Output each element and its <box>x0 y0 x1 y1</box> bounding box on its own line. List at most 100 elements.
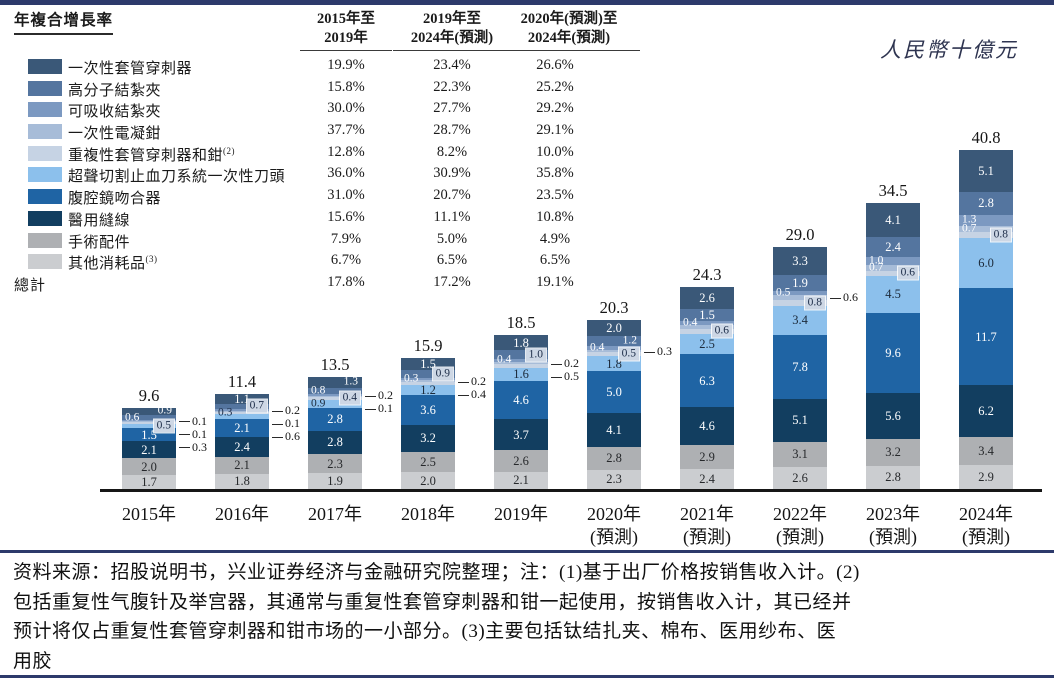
segment-label: 1.3 <box>343 375 358 388</box>
segment-label: 0.3 <box>218 406 233 419</box>
bar-segment: 0.5 <box>773 286 827 298</box>
segment-label: 4.6 <box>513 393 529 408</box>
cagr-value: 15.6% <box>327 208 365 225</box>
bar-segment: 2.0 <box>122 458 176 475</box>
bar-segment: 4.5 <box>866 275 920 313</box>
callout-value: 0.5 <box>564 368 579 383</box>
segment-label: 0.4 <box>683 316 698 329</box>
bar-segment: 0.5 <box>587 347 641 361</box>
legend-row: 一次性套管穿刺器 19.9% 23.4% 26.6% <box>14 56 664 78</box>
segment-label: 6.3 <box>699 373 715 388</box>
callout-label: 0.4 <box>458 387 486 402</box>
segment-label: 1.5 <box>141 427 157 442</box>
segment-label: 1.9 <box>792 275 808 290</box>
callout-label: 0.1 <box>179 414 207 429</box>
segment-label: 3.4 <box>792 313 808 328</box>
cagr-value: 36.0% <box>327 165 365 182</box>
x-axis-label: 2020年 <box>587 504 641 524</box>
segment-label: 5.1 <box>978 163 994 178</box>
callout-label: 0.6 <box>272 429 300 444</box>
callout-line <box>179 434 190 436</box>
legend-label: 醫用縫線 <box>68 212 131 229</box>
x-axis-label: 2018年 <box>401 504 455 524</box>
cagr-value: 28.7% <box>433 122 471 139</box>
bar-segment: 7.8 <box>773 334 827 400</box>
callout-line <box>272 436 283 438</box>
segment-label: 6.0 <box>978 256 994 271</box>
bar-segment: 2.3 <box>308 454 362 474</box>
callout-value: 0.2 <box>285 403 300 418</box>
bar-segment: 3.4 <box>773 306 827 335</box>
legend-row: 超聲切割止血刀系統一次性刀頭 36.0% 30.9% 35.8% <box>14 164 664 186</box>
segment-label: 0.6 <box>125 411 140 424</box>
cagr-column-header: 2019年至 2024年(預測) <box>393 10 511 51</box>
bar-segment: 2.9 <box>680 444 734 469</box>
bar: 0.9 0.6 0.5 1.5 2.1 2.0 1.7 <box>122 404 176 489</box>
segment-label: 9.6 <box>885 345 901 360</box>
callout-line <box>272 410 283 412</box>
bar-segment: 0.9 <box>122 404 176 417</box>
bar-segment: 0.6 <box>866 266 920 280</box>
callout-line <box>179 421 190 423</box>
legend-row: 一次性電凝鉗 37.7% 28.7% 29.1% <box>14 121 664 143</box>
bar-segment <box>215 410 269 412</box>
cagr-value: 29.1% <box>536 122 574 139</box>
legend-swatch <box>28 80 62 96</box>
bar-segment <box>587 349 641 353</box>
segment-label: 0.9 <box>157 404 172 417</box>
bar-segment: 0.3 <box>215 407 269 418</box>
callout-line <box>830 298 841 300</box>
segment-label: 0.4 <box>497 353 512 366</box>
bar-segment <box>494 363 548 368</box>
callout-line <box>458 381 469 383</box>
bottom-border-rule <box>0 675 1054 678</box>
legend-label: 可吸收結紮夾 <box>68 104 162 121</box>
bar-segment: 0.9 <box>401 367 455 381</box>
segment-chip-label: 0.8 <box>990 228 1011 242</box>
callout-line <box>551 376 562 378</box>
cagr-value: 4.9% <box>539 230 571 247</box>
bar-segment: 2.1 <box>215 419 269 437</box>
callout-label: 0.1 <box>272 416 300 431</box>
cagr-value: 11.1% <box>433 208 471 225</box>
bar: 3.3 1.9 0.5 0.8 3.4 7.8 5.1 3.1 2.6 <box>773 247 827 489</box>
bar-segment: 6.0 <box>959 238 1013 289</box>
cagr-value: 17.2% <box>433 273 471 290</box>
bar-segment: 0.8 <box>308 385 362 396</box>
segment-label: 0.4 <box>590 341 605 354</box>
x-axis-forecast-label: (預測) <box>683 527 731 547</box>
x-axis-forecast-label: (預測) <box>962 527 1010 547</box>
bar-segment: 11.7 <box>959 288 1013 386</box>
legend-label: 一次性套管穿刺器 <box>68 61 193 77</box>
bar-segment: 0.3 <box>401 373 455 384</box>
segment-label: 11.7 <box>975 329 997 344</box>
callout-label: 0.6 <box>830 290 858 305</box>
x-axis-label: 2023年 <box>866 504 920 524</box>
cagr-table: 年複合增長率 2015年至 2019年 2019年至 2024年(預測) 2020年(預… <box>14 8 664 294</box>
callout-value: 0.1 <box>192 413 207 428</box>
segment-chip-label: 0.7 <box>246 399 267 413</box>
bar-segment: 2.1 <box>122 440 176 459</box>
source-note-line: 包括重复性气腹针及举宫器，其通常与重复性套管穿刺器和钳一起使用，按销售收入计，其… <box>13 591 852 613</box>
segment-label: 2.0 <box>141 459 157 474</box>
bar: 1.8 1.0 0.4 1.6 4.6 3.7 2.6 2.1 <box>494 335 548 489</box>
legend-swatch <box>28 254 62 270</box>
segment-label: 2.4 <box>234 439 250 454</box>
segment-label: 4.6 <box>699 418 715 433</box>
bar-segment: 0.7 <box>866 262 920 273</box>
segment-chip-label: 0.5 <box>618 347 639 361</box>
bar-segment: 6.2 <box>959 385 1013 437</box>
segment-label: 2.6 <box>699 291 715 306</box>
bar-segment: 0.8 <box>959 228 1013 242</box>
segment-label: 3.4 <box>978 443 994 458</box>
legend-label: 高分子結紮夾 <box>68 82 162 99</box>
callout-label: 0.2 <box>551 356 579 371</box>
segment-label: 2.1 <box>141 442 157 457</box>
source-note: 资料来源：招股说明书，兴业证券经济与金融研究院整理；注：(1)基于出厂价格按销售… <box>13 558 1047 676</box>
bar-total-label: 34.5 <box>878 180 908 200</box>
bar: 2.0 1.2 0.4 0.5 1.8 5.0 4.1 2.8 2.3 <box>587 319 641 489</box>
cagr-value: 23.4% <box>433 57 471 73</box>
segment-chip-label: 0.6 <box>711 324 732 338</box>
cagr-value: 20.7% <box>433 187 471 204</box>
bar-total-label: 24.3 <box>692 265 722 285</box>
